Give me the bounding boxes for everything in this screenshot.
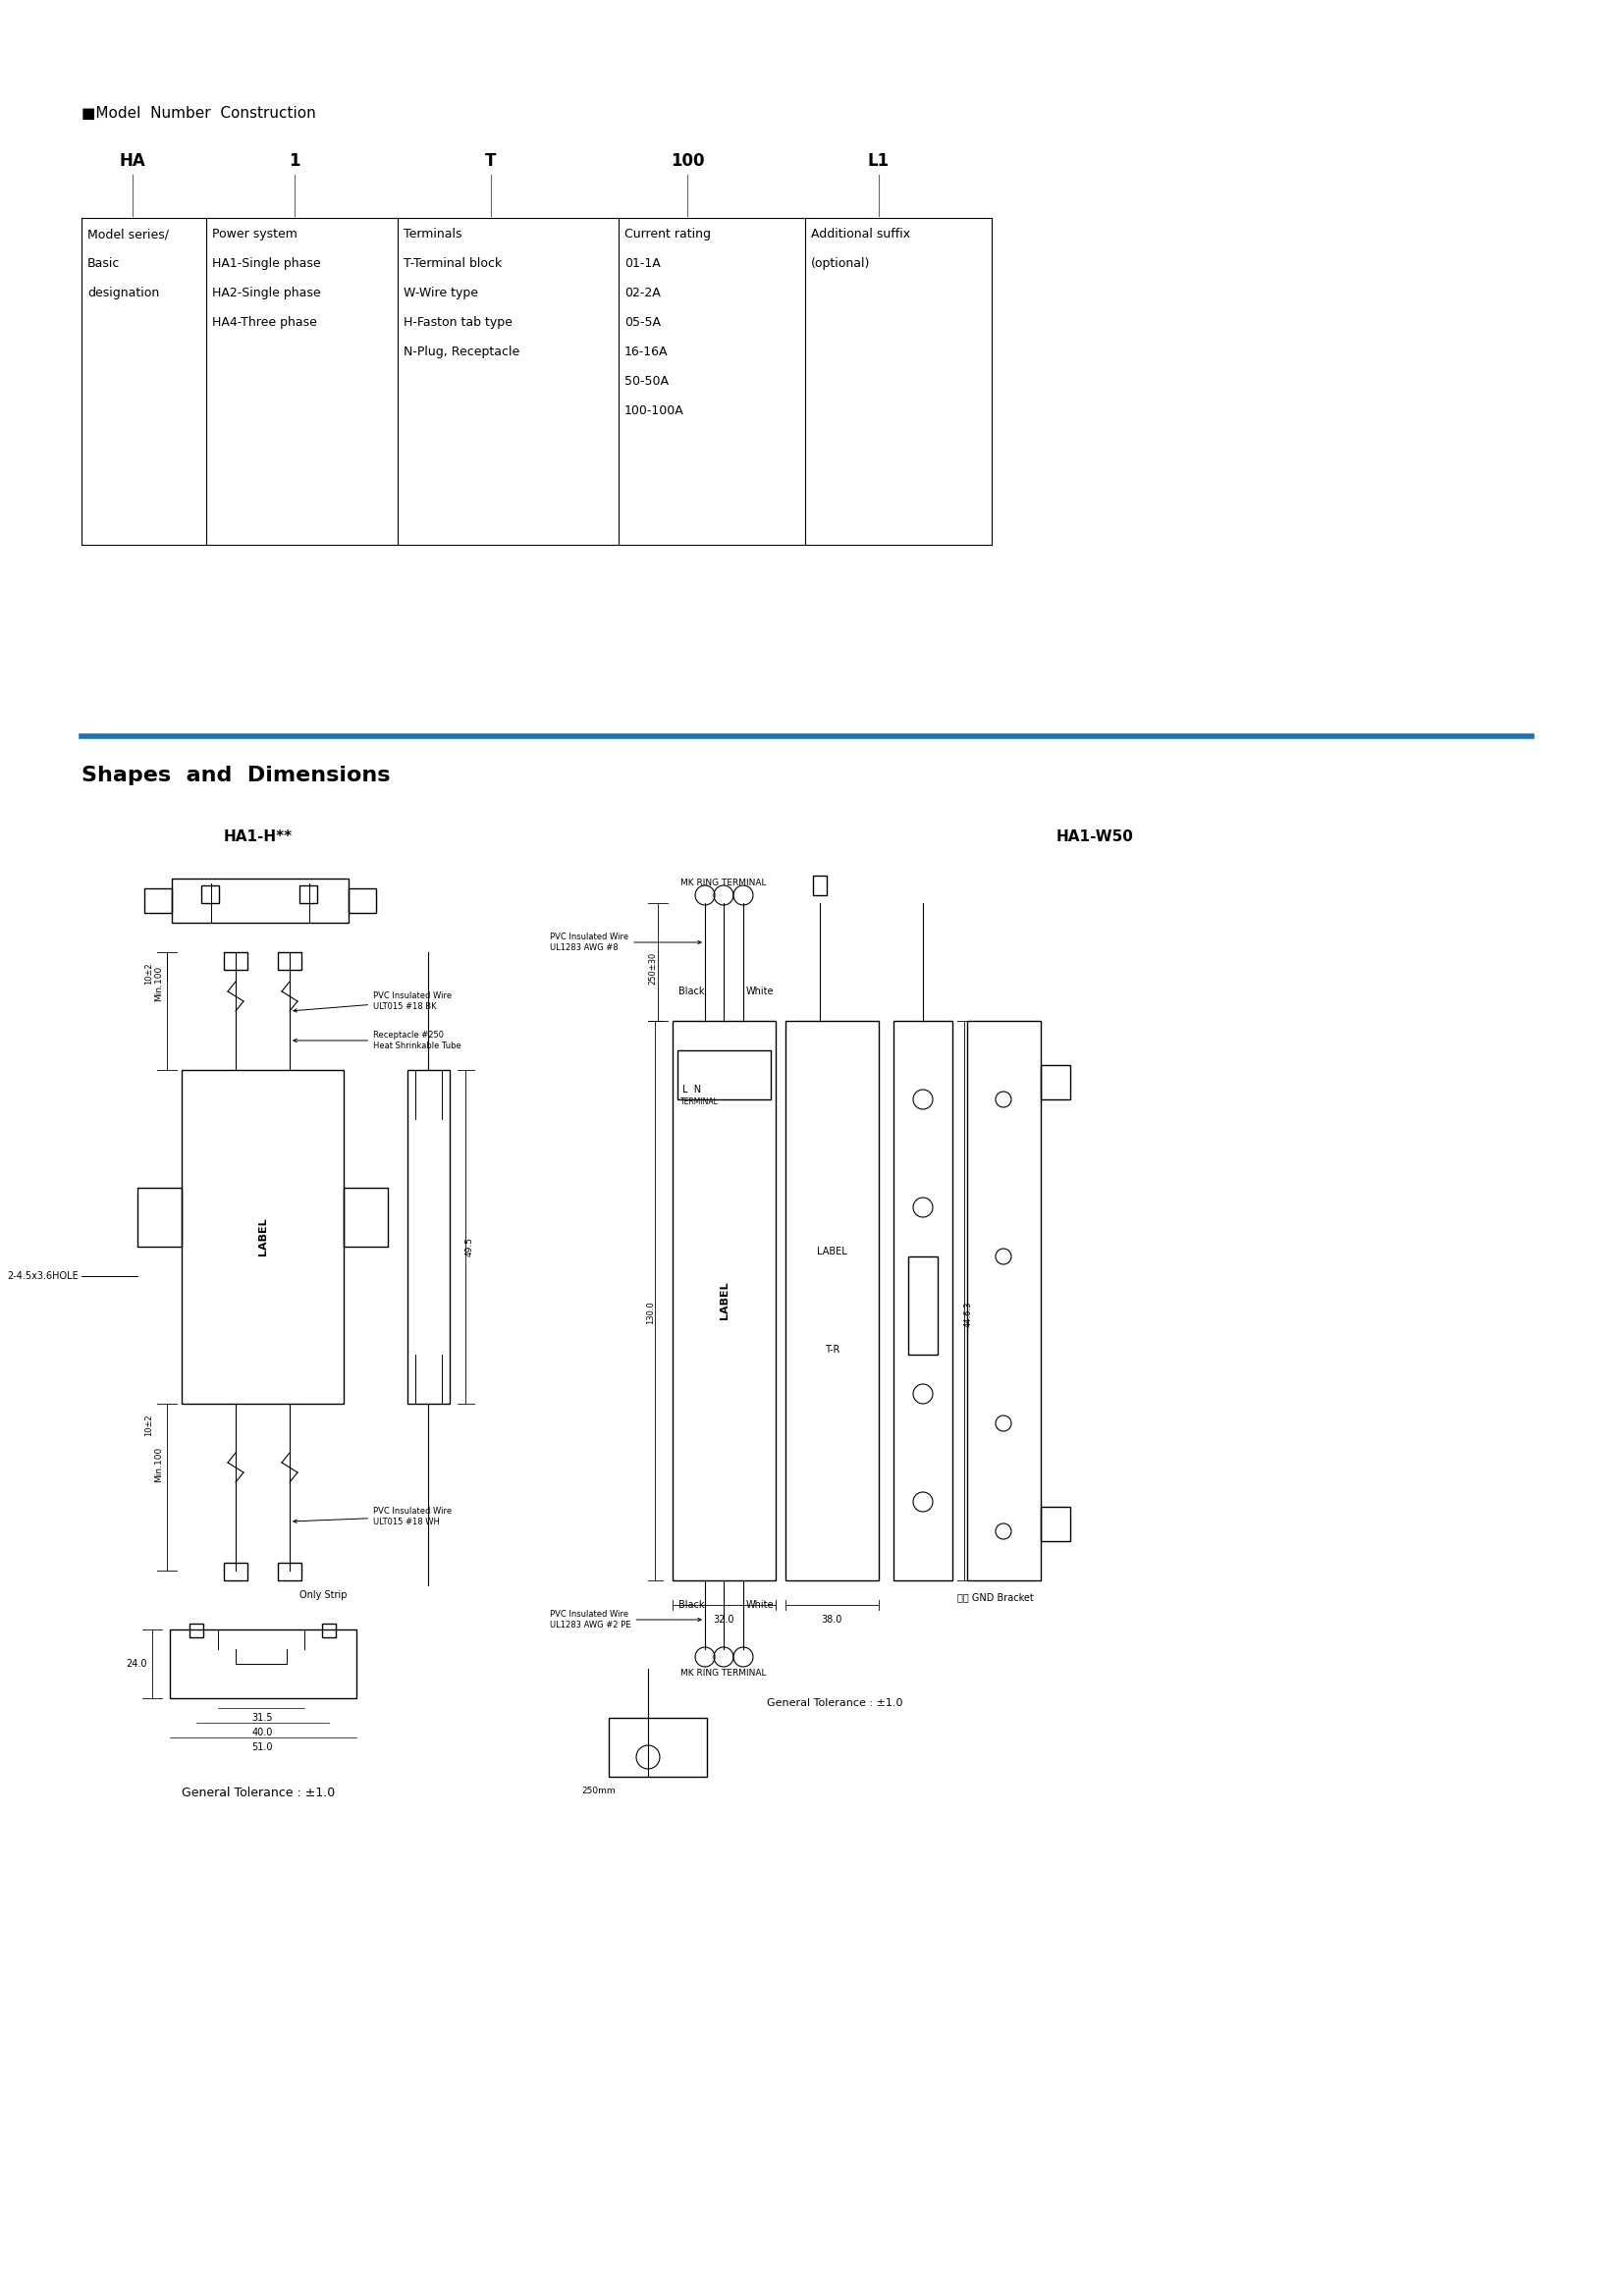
Text: L  N: L N — [682, 1084, 701, 1095]
Bar — [321, 1623, 336, 1637]
Bar — [278, 953, 302, 969]
Text: 2-4.5x3.6HOLE: 2-4.5x3.6HOLE — [6, 1272, 78, 1281]
Bar — [201, 886, 219, 902]
Text: 02-2A: 02-2A — [625, 287, 661, 298]
Text: Model series/: Model series/ — [88, 227, 169, 241]
Text: 31.5: 31.5 — [252, 1713, 273, 1722]
Text: H-Faston tab type: H-Faston tab type — [404, 317, 513, 328]
Text: T: T — [485, 152, 497, 170]
Text: PVC Insulated Wire
UL1283 AWG #2 PE: PVC Insulated Wire UL1283 AWG #2 PE — [550, 1609, 701, 1630]
Text: HA1-W50: HA1-W50 — [1057, 829, 1133, 845]
Text: 49.5: 49.5 — [464, 1238, 474, 1256]
Text: designation: designation — [88, 287, 159, 298]
Text: General Tolerance : ±1.0: General Tolerance : ±1.0 — [182, 1786, 334, 1800]
Text: N-Plug, Receptacle: N-Plug, Receptacle — [404, 344, 519, 358]
Text: LABEL: LABEL — [719, 1281, 729, 1320]
Text: Basic: Basic — [88, 257, 120, 271]
Bar — [278, 1564, 302, 1580]
Text: 51.0: 51.0 — [252, 1743, 273, 1752]
Text: ■Model  Number  Construction: ■Model Number Construction — [81, 106, 316, 122]
Text: Power system: Power system — [213, 227, 297, 241]
Text: 10±2: 10±2 — [144, 1414, 154, 1435]
Bar — [786, 1022, 878, 1580]
Text: 250±30: 250±30 — [649, 953, 657, 985]
Text: MK RING TERMINAL: MK RING TERMINAL — [680, 1669, 766, 1678]
Text: TERMINAL: TERMINAL — [680, 1097, 719, 1107]
Text: HA1-Single phase: HA1-Single phase — [213, 257, 321, 271]
Text: LABEL: LABEL — [258, 1217, 268, 1256]
Text: 10±2: 10±2 — [144, 962, 154, 985]
Text: Current rating: Current rating — [625, 227, 711, 241]
Bar — [349, 889, 377, 914]
Text: (optional): (optional) — [812, 257, 870, 271]
Text: 250mm: 250mm — [583, 1786, 615, 1795]
Bar — [677, 1049, 771, 1100]
Text: MK RING TERMINAL: MK RING TERMINAL — [680, 879, 766, 886]
Text: 50-50A: 50-50A — [625, 374, 669, 388]
Text: White: White — [747, 987, 774, 996]
Text: PVC Insulated Wire
ULT015 #18 WH: PVC Insulated Wire ULT015 #18 WH — [294, 1506, 451, 1527]
Bar — [224, 953, 247, 969]
Text: Min.100: Min.100 — [154, 1446, 164, 1483]
Text: 38.0: 38.0 — [821, 1614, 842, 1626]
Text: LABEL: LABEL — [816, 1247, 847, 1256]
Text: W-Wire type: W-Wire type — [404, 287, 479, 298]
Text: HA1-H**: HA1-H** — [224, 829, 292, 845]
Bar — [344, 1187, 388, 1247]
Bar — [894, 1022, 953, 1580]
Text: T-R: T-R — [824, 1345, 839, 1355]
Text: 24.0: 24.0 — [127, 1660, 148, 1669]
Bar — [407, 1070, 450, 1403]
Bar — [909, 1256, 938, 1355]
Text: Black: Black — [678, 987, 704, 996]
Text: Only Strip: Only Strip — [300, 1591, 347, 1600]
Bar — [813, 875, 826, 895]
Text: 05-5A: 05-5A — [625, 317, 661, 328]
Bar — [1040, 1065, 1070, 1100]
Text: 40.0: 40.0 — [252, 1727, 273, 1738]
Text: 1: 1 — [289, 152, 300, 170]
Bar — [138, 1187, 182, 1247]
Text: 130.0: 130.0 — [646, 1300, 656, 1325]
Text: L1: L1 — [868, 152, 889, 170]
Text: White: White — [747, 1600, 774, 1609]
Text: 44.6.3: 44.6.3 — [964, 1300, 972, 1327]
Text: T-Terminal block: T-Terminal block — [404, 257, 502, 271]
Text: 16-16A: 16-16A — [625, 344, 669, 358]
Bar — [172, 879, 349, 923]
Text: Black: Black — [678, 1600, 704, 1609]
Bar — [182, 1070, 344, 1403]
Bar — [609, 1717, 708, 1777]
Text: PVC Insulated Wire
ULT015 #18 BK: PVC Insulated Wire ULT015 #18 BK — [294, 992, 451, 1013]
Text: Additional suffix: Additional suffix — [812, 227, 911, 241]
Bar — [1040, 1506, 1070, 1541]
Text: 32.0: 32.0 — [712, 1614, 734, 1626]
Text: 01-1A: 01-1A — [625, 257, 661, 271]
Text: Min.100: Min.100 — [154, 967, 164, 1001]
Text: HA4-Three phase: HA4-Three phase — [213, 317, 316, 328]
Bar — [300, 886, 316, 902]
Bar — [170, 1630, 357, 1699]
Text: 좌우 GND Bracket: 좌우 GND Bracket — [958, 1591, 1034, 1603]
Text: HA2-Single phase: HA2-Single phase — [213, 287, 321, 298]
Bar — [224, 1564, 247, 1580]
Text: Shapes  and  Dimensions: Shapes and Dimensions — [81, 765, 390, 785]
Bar — [190, 1623, 203, 1637]
Text: PVC Insulated Wire
UL1283 AWG #8: PVC Insulated Wire UL1283 AWG #8 — [550, 932, 701, 953]
Bar — [672, 1022, 776, 1580]
Text: 100-100A: 100-100A — [625, 404, 685, 418]
Text: Terminals: Terminals — [404, 227, 463, 241]
Text: General Tolerance : ±1.0: General Tolerance : ±1.0 — [766, 1699, 902, 1708]
Text: Receptacle #250
Heat Shrinkable Tube: Receptacle #250 Heat Shrinkable Tube — [294, 1031, 461, 1049]
Text: HA: HA — [120, 152, 146, 170]
Text: 100: 100 — [670, 152, 704, 170]
Bar — [967, 1022, 1040, 1580]
Bar — [144, 889, 172, 914]
